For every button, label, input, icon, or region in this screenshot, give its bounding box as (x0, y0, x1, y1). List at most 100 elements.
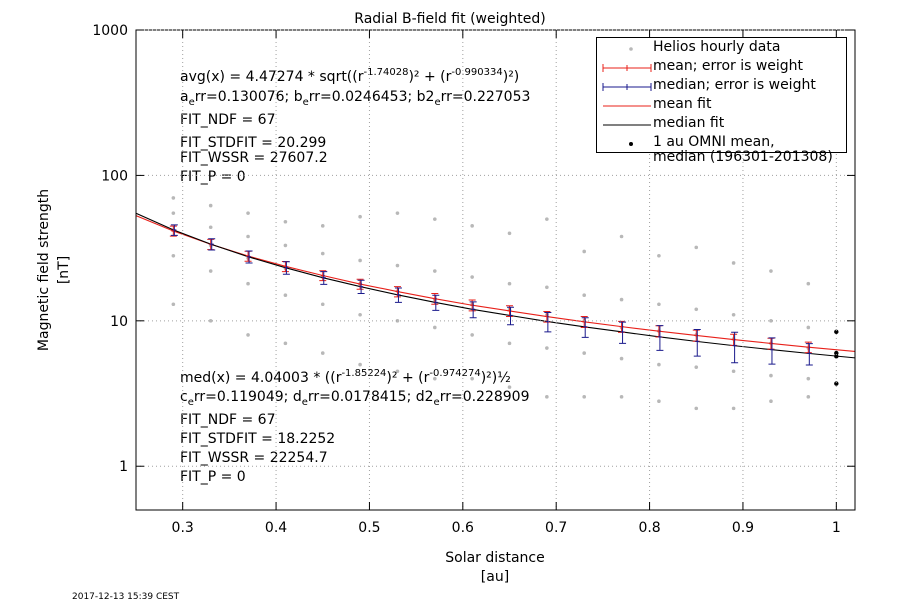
legend-entry: mean; error is weight (597, 58, 846, 77)
annotation: FIT_NDF = 67 (180, 412, 275, 428)
timestamp: 2017-12-13 15:39 CEST (72, 592, 180, 602)
y-tick-label: 1 (119, 459, 128, 475)
annotation-part: -1.74028 (364, 67, 409, 78)
omni-point (834, 350, 839, 356)
data-point (507, 385, 512, 389)
data-point (507, 341, 512, 346)
legend-label: mean; error is weight (653, 58, 804, 74)
error-bar (170, 224, 178, 236)
data-point (582, 395, 587, 399)
legend-swatch (629, 142, 633, 146)
annotation-part: rr=0.119049; d (194, 389, 302, 405)
annotation-part: -0.974274 (429, 368, 480, 379)
annotation-part: e (188, 397, 194, 408)
legend-entry: median fit (597, 115, 846, 134)
error-bar (619, 321, 627, 344)
annotation: med(x) = 4.04003 * ((r-1.85224)² + (r-0.… (180, 368, 511, 386)
data-point (433, 325, 437, 330)
error-bar (282, 261, 290, 275)
legend-entry: 1 au OMNI mean, median (196301-201308) (597, 134, 846, 165)
data-point (208, 225, 213, 230)
legend-mark (602, 83, 652, 91)
annotation-part: e (303, 97, 309, 108)
data-point (806, 395, 811, 399)
legend-swatch (602, 83, 652, 91)
data-point (395, 319, 400, 323)
x-tick-label: 0.8 (638, 520, 660, 536)
error-bar (394, 287, 402, 303)
plot-frame (135, 29, 856, 511)
annotation-part: e (434, 397, 440, 408)
data-point (208, 319, 213, 323)
omni-point (834, 381, 839, 386)
error-bar (731, 331, 739, 364)
data-point (246, 211, 250, 215)
data-point (358, 214, 362, 219)
annotation-part: )² + (r (408, 69, 451, 85)
error-bar (208, 238, 216, 251)
error-bar (581, 317, 589, 338)
data-point (433, 217, 437, 221)
data-point (545, 346, 549, 350)
data-point (171, 253, 176, 258)
data-point (283, 243, 288, 248)
data-point (657, 399, 661, 404)
data-point (208, 203, 213, 208)
annotation-part: e (302, 397, 308, 408)
data-point (470, 275, 474, 279)
data-point (769, 319, 773, 323)
annotation: cerr=0.119049; derr=0.0178415; d2err=0.2… (180, 389, 530, 408)
x-axis-label: Solar distance (445, 550, 544, 566)
data-point (470, 333, 474, 337)
legend-swatch (629, 47, 633, 51)
legend-label: Helios hourly data (653, 39, 781, 55)
data-point (433, 376, 437, 381)
error-bar (544, 312, 552, 333)
data-point (395, 369, 400, 374)
data-point (320, 251, 325, 256)
annotation: avg(x) = 4.47274 * sqrt((r-1.74028)² + (… (180, 67, 519, 85)
annotation-part: rr=0.228909 (440, 389, 530, 405)
y-tick-label: 10 (110, 314, 128, 330)
data-point (395, 211, 400, 215)
data-point (657, 362, 661, 367)
data-point (171, 196, 176, 200)
data-point (246, 234, 250, 239)
data-point (619, 395, 624, 399)
data-point (694, 307, 699, 312)
data-point (246, 281, 250, 286)
data-point (246, 333, 250, 337)
data-point (320, 351, 325, 355)
error-bar (656, 325, 664, 351)
data-point (731, 312, 736, 317)
legend-swatch (603, 124, 651, 126)
data-point (582, 249, 587, 254)
annotation-part: med(x) = 4.04003 * ((r (180, 370, 342, 386)
error-bar (805, 343, 813, 366)
legend-label: mean fit (653, 96, 712, 112)
legend-mark (602, 64, 652, 72)
y-axis-label: [nT] (56, 256, 72, 284)
data-point (769, 373, 773, 378)
data-point (358, 258, 362, 263)
error-bar (319, 270, 327, 282)
data-point (171, 302, 176, 307)
x-axis-label: [au] (481, 569, 509, 585)
annotation-part: )²) (503, 69, 520, 85)
omni-point (834, 354, 839, 359)
x-tick-label: 0.3 (172, 520, 194, 536)
data-point (731, 261, 736, 265)
annotation-part: -0.990334 (451, 67, 502, 78)
data-point (283, 341, 288, 346)
data-point (545, 285, 549, 290)
y-axis-label: Magnetic field strength (36, 189, 52, 351)
data-point (694, 406, 699, 411)
data-point (769, 399, 773, 404)
error-bar (804, 341, 812, 354)
error-bar (468, 299, 476, 312)
legend-mark (629, 47, 633, 51)
error-bar (393, 286, 401, 298)
data-point (657, 302, 661, 307)
